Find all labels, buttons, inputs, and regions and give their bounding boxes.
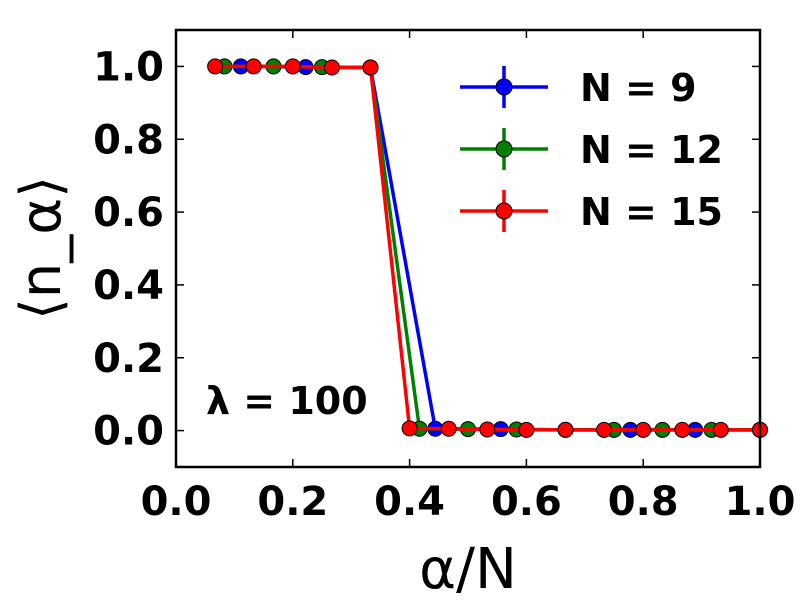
legend: N = 9 N = 12 N = 15 <box>460 66 723 234</box>
tick-labels: 0.0 0.2 0.4 0.6 0.8 1.0 0.0 0.2 0.4 0.6 0.8 1.0 <box>93 44 795 525</box>
legend-label: N = 15 <box>580 190 723 234</box>
y-axis-label: ⟨n_α⟩ <box>9 176 74 320</box>
data-point <box>323 59 340 76</box>
data-point <box>518 421 535 438</box>
series-group <box>207 58 768 438</box>
series-line <box>215 64 760 432</box>
series-line <box>240 64 760 432</box>
y-axis-label-group: ⟨n_α⟩ <box>9 176 74 320</box>
legend-label: N = 9 <box>580 66 697 110</box>
x-tick-label: 0.6 <box>491 479 562 525</box>
x-tick-label: 0.0 <box>141 479 212 525</box>
x-tick-label: 0.2 <box>257 479 328 525</box>
y-tick-label: 0.0 <box>93 409 164 455</box>
legend-label: N = 12 <box>580 128 723 172</box>
y-tick-label: 0.6 <box>93 190 164 236</box>
y-tick-label: 0.4 <box>93 263 164 309</box>
data-point <box>284 58 301 75</box>
y-tick-label: 1.0 <box>93 44 164 90</box>
x-tick-label: 0.4 <box>374 479 445 525</box>
y-tick-label: 0.2 <box>93 336 164 382</box>
legend-marker <box>495 140 513 158</box>
legend-marker <box>495 78 513 96</box>
data-point <box>401 420 418 437</box>
data-point <box>245 58 262 75</box>
series-3 <box>207 58 768 438</box>
data-point <box>635 421 652 438</box>
data-point <box>362 59 379 76</box>
legend-item: N = 12 <box>460 128 723 172</box>
data-point <box>557 421 574 438</box>
y-tick-label: 0.8 <box>93 117 164 163</box>
data-point <box>479 421 496 438</box>
x-axis-label: α/N <box>419 537 517 600</box>
data-point <box>712 421 729 438</box>
x-tick-label: 0.8 <box>608 479 679 525</box>
plot-frame <box>174 28 762 469</box>
legend-item: N = 9 <box>460 66 697 110</box>
data-point <box>674 421 691 438</box>
data-point <box>596 421 613 438</box>
x-tick-label: 1.0 <box>725 479 796 525</box>
legend-item: N = 15 <box>460 190 723 234</box>
data-point <box>207 58 224 75</box>
series-line <box>224 64 760 432</box>
legend-marker <box>495 202 513 220</box>
data-point <box>440 420 457 437</box>
annotation-lambda: λ = 100 <box>206 379 368 423</box>
